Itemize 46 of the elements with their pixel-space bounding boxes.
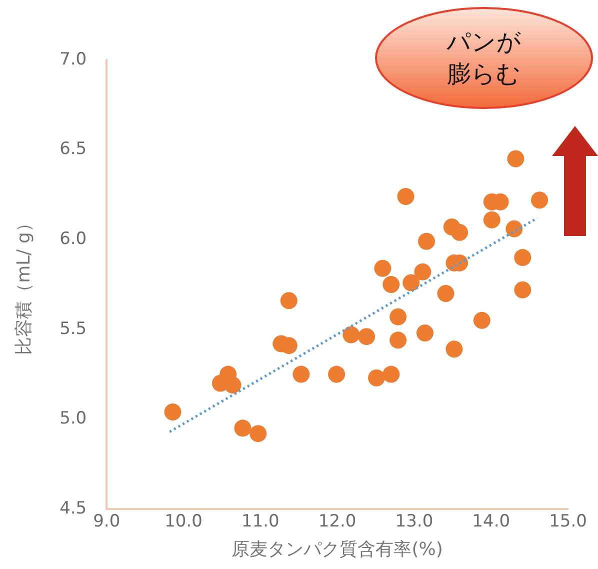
point [418, 232, 436, 250]
y-tick-label: 6.5 [60, 139, 87, 160]
point [446, 340, 463, 358]
point [164, 404, 182, 421]
x-tick-label: 9.0 [93, 512, 120, 532]
x-tick-label: 12.0 [318, 512, 356, 532]
point [368, 369, 386, 386]
y-tick-label: 6.0 [60, 229, 87, 250]
point [506, 220, 523, 238]
point [280, 292, 298, 310]
x-axis-title: 原麦タンパク質含有率(%) [232, 538, 443, 560]
y-tick-label: 5.0 [60, 408, 87, 429]
point [374, 260, 392, 277]
point [224, 376, 242, 394]
point [358, 328, 376, 346]
point [390, 308, 407, 326]
point [328, 366, 346, 383]
point [397, 188, 414, 205]
point [531, 192, 548, 209]
y-tick-label: 4.5 [60, 498, 87, 518]
x-tick-label: 11.0 [241, 512, 280, 532]
point [402, 274, 420, 292]
point [514, 281, 532, 298]
y-tick-label: 5.5 [60, 318, 87, 339]
point [483, 211, 500, 228]
point [382, 366, 400, 383]
y-tick-label: 7.0 [60, 49, 87, 70]
point [473, 312, 490, 329]
point [382, 276, 400, 293]
point [437, 284, 454, 302]
point [234, 420, 252, 437]
point [292, 366, 310, 383]
point [250, 425, 267, 442]
point [451, 224, 468, 241]
x-tick-label: 14.0 [472, 512, 510, 532]
x-tick-label: 15.0 [549, 512, 587, 532]
point [342, 326, 360, 344]
x-tick-label: 13.0 [395, 512, 434, 532]
annotation: パンが膨らむ [446, 27, 522, 90]
x-tick-label: 10.0 [164, 512, 202, 532]
point [414, 263, 432, 280]
point [514, 249, 532, 266]
point [390, 332, 407, 349]
point [507, 150, 524, 168]
y-axis-title: 比容積（mL/ g） [13, 214, 34, 355]
point [416, 324, 434, 342]
